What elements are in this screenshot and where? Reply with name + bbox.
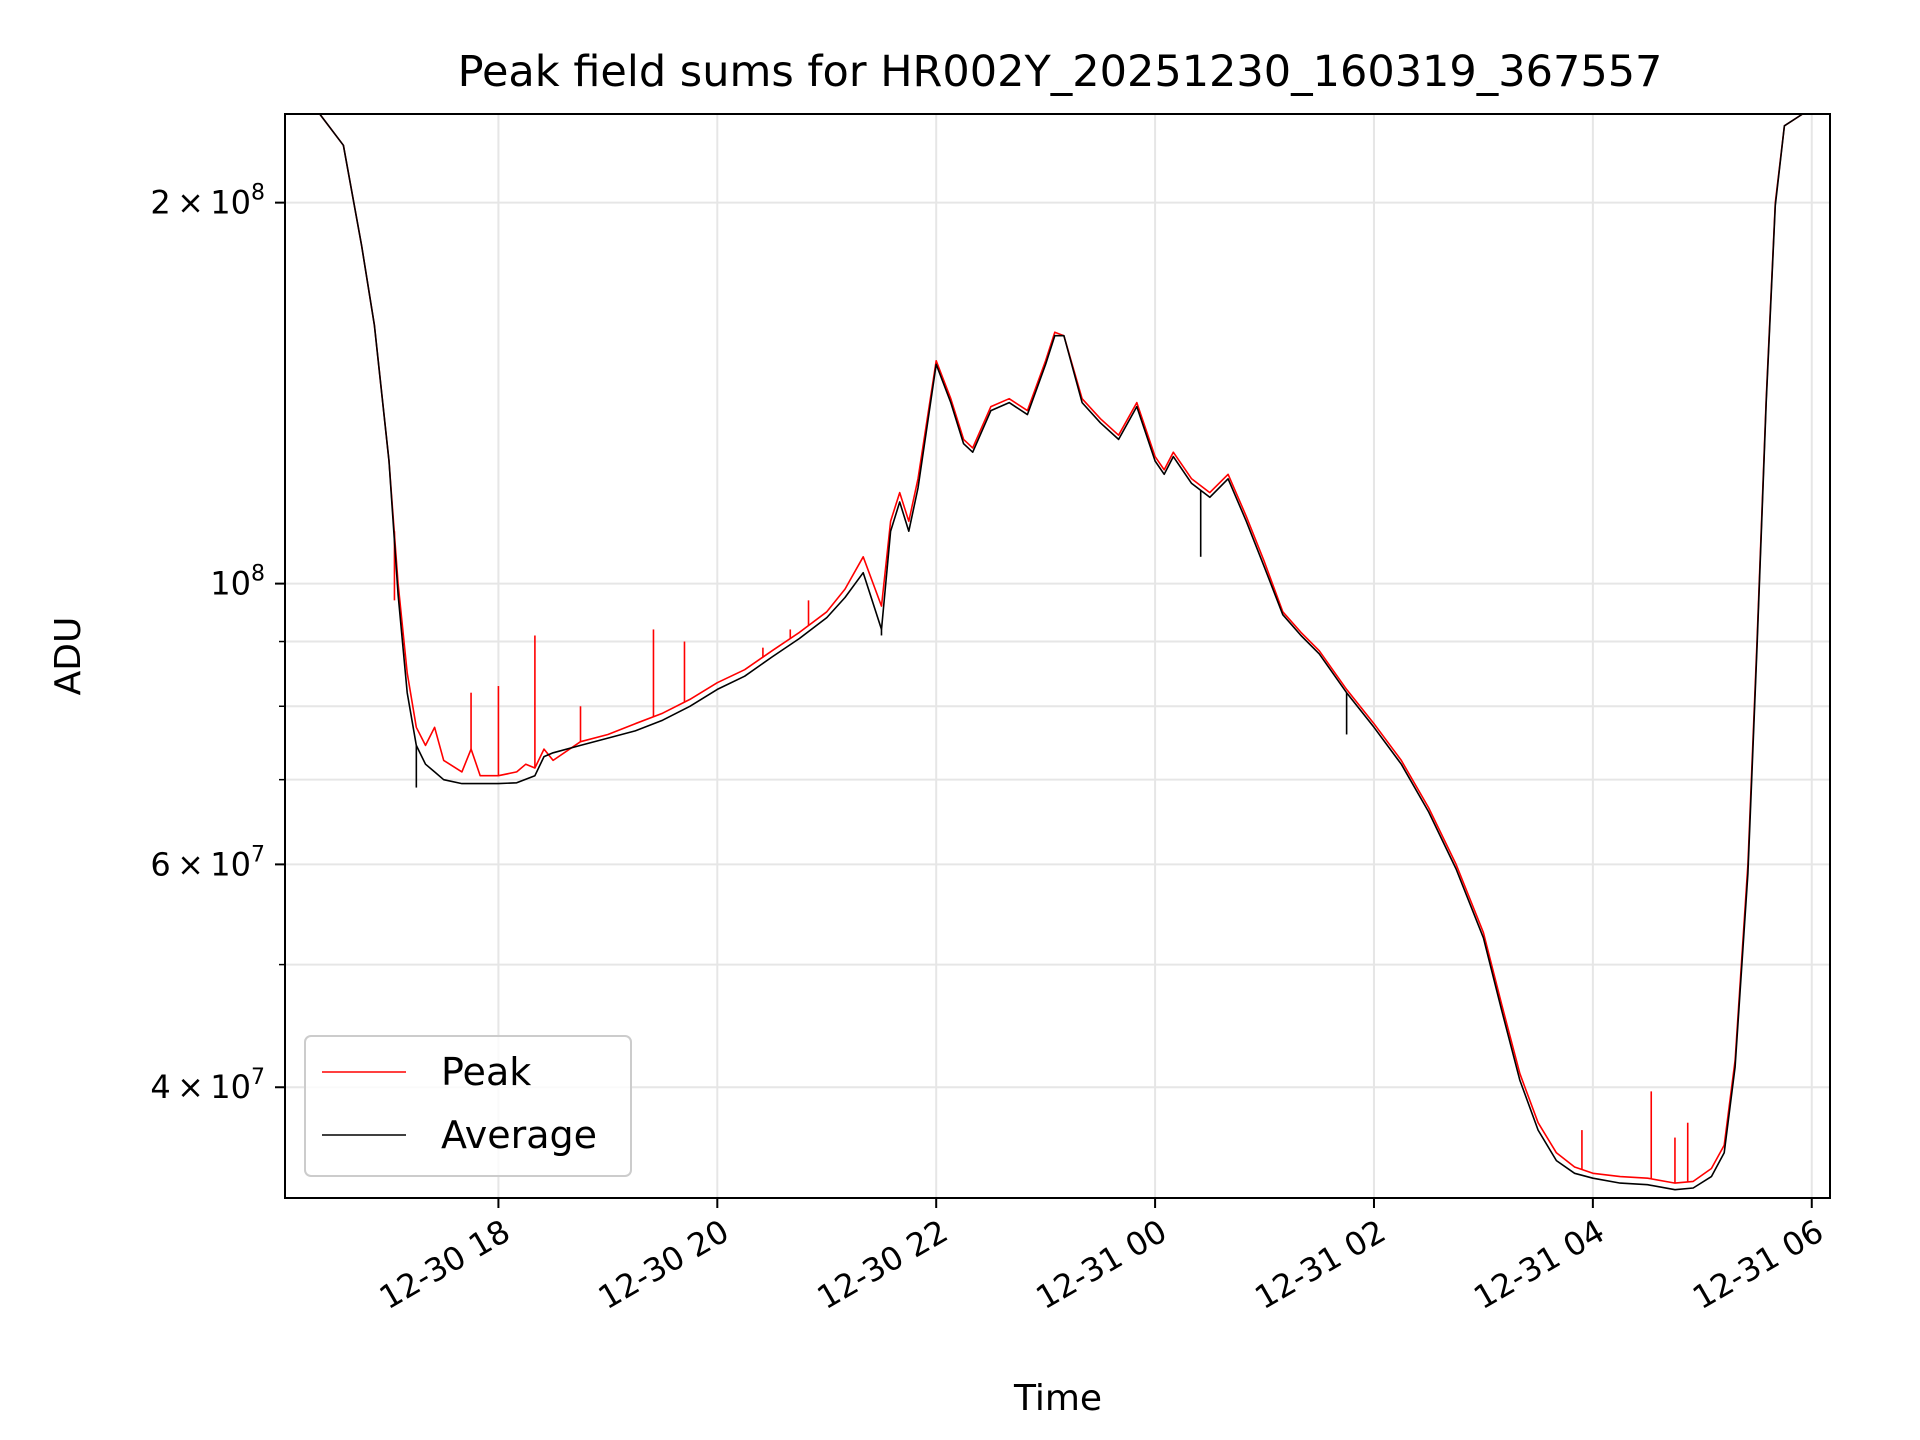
series-line-peak	[319, 113, 1830, 1184]
y-tick-label: 2 × 108	[150, 181, 265, 222]
y-tick-label: 108	[210, 562, 265, 603]
plot-frame	[284, 113, 1831, 1199]
y-tick-label: 6 × 107	[150, 842, 265, 883]
legend-label-peak: Peak	[441, 1050, 531, 1094]
legend-box	[304, 1035, 632, 1177]
chart-title: Peak field sums for HR002Y_20251230_1603…	[458, 47, 1663, 97]
series-layer	[319, 113, 1830, 1191]
y-axis-ticks: 4 × 107 6 × 107 108 2 × 108	[150, 181, 285, 1106]
legend-label-average: Average	[441, 1113, 597, 1157]
series-line-average	[319, 113, 1830, 1191]
y-axis-label: ADU	[48, 617, 89, 696]
x-axis-label: Time	[1013, 1378, 1102, 1419]
y-tick-label: 4 × 107	[150, 1065, 265, 1106]
legend: Peak Average	[304, 1035, 632, 1177]
